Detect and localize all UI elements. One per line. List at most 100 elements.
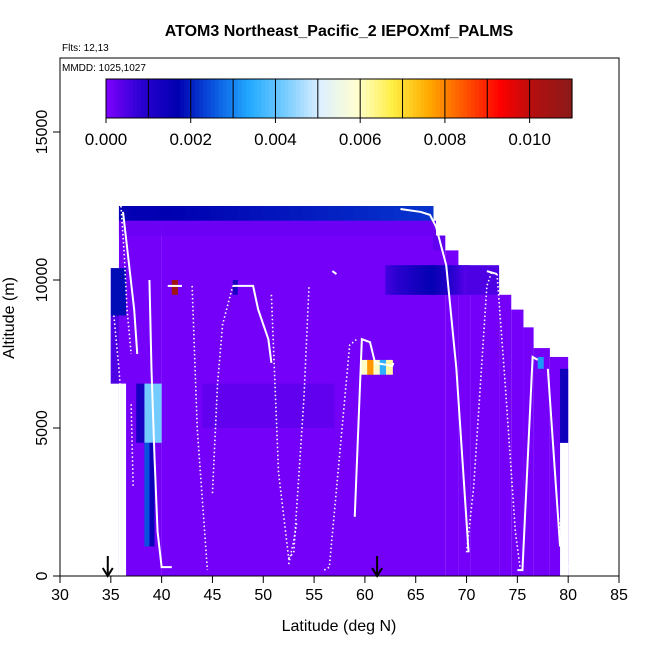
heatmap-cell: [421, 265, 424, 295]
coverage-gap: [118, 383, 127, 576]
colorbar-swatch: [471, 79, 476, 118]
heatmap-cell: [302, 206, 316, 221]
colorbar-swatch: [564, 79, 569, 118]
colorbar-swatch: [276, 79, 282, 118]
colorbar-swatch: [416, 79, 422, 118]
heatmap-cell: [441, 265, 444, 295]
flight-track-dotted: [191, 285, 209, 571]
colorbar-swatch: [560, 79, 565, 118]
flight-track: [331, 270, 338, 275]
colorbar-swatch: [210, 79, 216, 118]
colorbar-swatch: [319, 79, 325, 118]
colorbar-swatch: [327, 79, 332, 118]
colorbar-swatch: [183, 79, 189, 118]
heatmap-cell: [236, 206, 251, 221]
colorbar-swatch: [459, 79, 464, 118]
colorbar-swatch: [537, 79, 542, 118]
heatmap-cell: [367, 206, 382, 221]
x-axis-label: Latitude (deg N): [282, 618, 397, 635]
heatmap-cell: [425, 265, 428, 295]
heatmap-cell: [448, 265, 451, 295]
flight-track: [353, 337, 395, 517]
colorbar-swatch: [373, 79, 379, 118]
colorbar-swatch: [439, 79, 445, 118]
colorbar-swatch: [381, 79, 387, 118]
heatmap-cell: [419, 265, 422, 295]
colorbar-swatch: [389, 79, 394, 118]
colorbar-swatch: [300, 79, 305, 118]
flight-track-dotted: [465, 270, 493, 553]
colorbar-swatch: [168, 79, 173, 118]
dates-label: MMDD: 1025,1027: [62, 63, 146, 74]
x-tick-label: 85: [610, 587, 628, 604]
heatmap-cell: [380, 206, 395, 221]
colorbar-swatch: [544, 79, 550, 118]
heatmap-cell: [560, 368, 569, 443]
colorbar-swatch: [498, 79, 503, 118]
colorbar-swatch: [257, 79, 262, 118]
colorbar-swatch: [172, 79, 177, 118]
heatmap-cell: [413, 265, 417, 295]
colorbar-swatch: [548, 79, 554, 118]
x-tick-label: 80: [559, 587, 577, 604]
heatmap-cell: [110, 315, 119, 384]
x-tick-label: 55: [305, 587, 323, 604]
colorbar-swatch: [482, 79, 488, 118]
x-tick-label: 65: [407, 587, 425, 604]
colorbar-swatch: [284, 79, 290, 118]
colorbar-swatch: [238, 79, 243, 118]
flight-track: [148, 279, 172, 569]
heatmap-cell: [341, 206, 355, 221]
heatmap-cell: [386, 359, 393, 375]
colorbar-swatch: [350, 79, 356, 118]
heatmap-cell: [328, 206, 342, 221]
heatmap-cell: [460, 265, 463, 295]
colorbar-tick-label: 0.008: [424, 130, 467, 149]
colorbar-swatch: [432, 79, 437, 118]
x-tick-label: 45: [204, 587, 222, 604]
heatmap-cell: [136, 383, 145, 443]
colorbar-swatch: [540, 79, 546, 118]
colorbar-swatch: [311, 79, 317, 118]
heatmap-cell: [385, 265, 388, 295]
colorbar-swatch: [307, 79, 313, 118]
heatmap-cell: [132, 206, 146, 221]
colorbar-swatch: [195, 79, 200, 118]
heatmap-cell: [398, 265, 401, 295]
colorbar-swatch: [230, 79, 235, 118]
colorbar-swatch: [478, 79, 484, 118]
heatmap-cell: [406, 265, 409, 295]
heatmap-cell: [262, 206, 277, 221]
x-tick-label: 30: [51, 587, 69, 604]
colorbar-swatch: [486, 79, 492, 118]
colorbar-swatch: [265, 79, 270, 118]
heatmap-cell: [197, 206, 212, 221]
colorbar-swatch: [187, 79, 193, 118]
colorbar-swatch: [346, 79, 352, 118]
x-tick-label: 40: [153, 587, 171, 604]
colorbar-swatch: [517, 79, 523, 118]
heatmap-cell: [463, 265, 466, 295]
heatmap-cell: [392, 265, 396, 295]
colorbar-swatch: [463, 79, 468, 118]
heatmap-cell: [411, 265, 415, 295]
heatmap-cell: [423, 265, 426, 295]
x-tick-label: 70: [458, 587, 476, 604]
colorbar-swatch: [342, 79, 348, 118]
plot-frame: [59, 57, 620, 577]
colorbar-swatch: [323, 79, 328, 118]
colorbar-swatch: [144, 79, 150, 118]
colorbar-swatch: [525, 79, 530, 118]
heatmap-cell: [438, 265, 441, 295]
colorbar-swatch: [424, 79, 429, 118]
colorbar-swatch: [304, 79, 309, 118]
flight-track-dotted: [130, 404, 134, 488]
colorbar-swatch: [137, 79, 142, 118]
colorbar-tick-label: 0.010: [508, 130, 551, 149]
colorbar-swatch: [568, 79, 573, 118]
tracks-layer: [113, 205, 569, 572]
colorbar-swatch: [474, 79, 480, 118]
flight-track-dotted: [552, 442, 569, 568]
colorbar-swatch: [556, 79, 561, 118]
